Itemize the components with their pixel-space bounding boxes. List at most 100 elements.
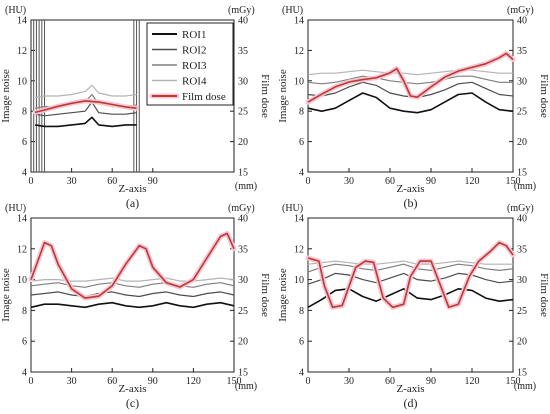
legend-label: Film dose [182, 91, 226, 103]
legend-box [146, 22, 234, 106]
x-tick-label: 90 [426, 176, 436, 187]
x-tick-label: 0 [306, 176, 311, 187]
series-line-film-dose [307, 52, 514, 103]
y-tick-label: 10 [17, 275, 27, 286]
y-tick-label: 10 [17, 76, 27, 87]
x-unit: (mm) [514, 181, 536, 192]
y-tick-label: 6 [22, 337, 27, 348]
y2-tick-label: 20 [238, 137, 248, 148]
legend-label: ROI1 [182, 29, 206, 41]
series-line-roi3 [307, 75, 513, 85]
series-line-roi3 [30, 282, 235, 288]
y2-tick-label: 30 [238, 76, 248, 87]
y-tick-label: 14 [17, 16, 27, 27]
y2-tick-label: 35 [517, 244, 527, 255]
y2-tick-label: 35 [517, 46, 527, 57]
x-tick-label: 30 [344, 376, 354, 387]
y-tick-label: 6 [22, 137, 27, 148]
x-axis-label: Z-axis [118, 183, 146, 195]
plot-frame [307, 217, 514, 373]
series-line-roi1 [34, 116, 137, 128]
y2-tick-label: 40 [238, 16, 248, 27]
y2-tick-label: 35 [238, 46, 248, 57]
series-line-roi4 [307, 260, 513, 265]
y2-axis-label: Film dose [259, 273, 271, 317]
y-tick-label: 10 [294, 76, 304, 87]
series-line-roi2 [34, 101, 137, 117]
y-axis-label: Image noise [0, 69, 12, 123]
series-line-film-dose [34, 100, 137, 114]
y-tick-label: 14 [294, 16, 304, 27]
y-unit: (HU) [282, 203, 303, 214]
y-unit: (HU) [5, 5, 26, 16]
panel-label: (b) [404, 196, 418, 210]
series-halo-film-dose [305, 240, 516, 310]
y2-tick-label: 15 [517, 168, 527, 179]
series-line-roi4 [35, 84, 137, 99]
panel-label: (c) [126, 396, 139, 410]
y2-axis-label: Film dose [538, 273, 550, 317]
legend-label: ROI4 [182, 76, 207, 88]
legend-label: ROI3 [182, 60, 207, 72]
y2-tick-label: 40 [517, 16, 527, 27]
y2-tick-label: 25 [238, 306, 248, 317]
series-halo-film-dose [28, 230, 237, 301]
y-unit: (HU) [5, 203, 26, 214]
y-axis-label: Image noise [277, 268, 289, 322]
y2-axis-label: Film dose [538, 74, 550, 118]
x-unit: (mm) [235, 181, 257, 192]
panel-a: 4 6 8 10 12 14 15 20 25 30 35 40 0 30 60 90 (HU) (mGy) (mm… [0, 5, 271, 210]
y2-tick-label: 25 [238, 107, 248, 118]
y-tick-label: 12 [17, 46, 27, 57]
y2-tick-label: 25 [517, 306, 527, 317]
y2-tick-label: 30 [238, 275, 248, 286]
x-tick-label: 120 [465, 176, 480, 187]
x-tick-label: 0 [29, 376, 34, 387]
legend: ROI1 ROI2 ROI3 ROI4 Film dose [146, 22, 234, 106]
x-tick-label: 60 [385, 176, 395, 187]
y-tick-label: 12 [294, 46, 304, 57]
y2-tick-label: 20 [517, 137, 527, 148]
x-tick-label: 150 [227, 376, 242, 387]
y-tick-label: 6 [299, 137, 304, 148]
x-unit: (mm) [514, 381, 536, 392]
y-tick-label: 6 [299, 337, 304, 348]
y-tick-label: 8 [22, 306, 27, 317]
x-tick-label: 150 [506, 176, 521, 187]
series-line-roi2 [30, 291, 235, 298]
plot-frame [30, 217, 235, 373]
series-line-roi4 [307, 69, 513, 76]
y2-tick-label: 30 [517, 275, 527, 286]
x-axis-label: Z-axis [396, 183, 424, 195]
panel-b: 4 6 8 10 12 14 15 20 25 30 35 40 0 30 60 90 120 150 (HU) (m… [277, 5, 550, 210]
x-tick-label: 30 [67, 176, 77, 187]
series-line-roi3 [307, 263, 514, 273]
y-tick-label: 8 [299, 306, 304, 317]
y2-axis-label: Film dose [259, 74, 271, 118]
y-tick-label: 14 [17, 214, 27, 225]
x-axis-label: Z-axis [396, 383, 424, 395]
x-unit: (mm) [235, 381, 257, 392]
y-tick-label: 4 [22, 368, 27, 379]
y2-tick-label: 40 [238, 214, 248, 225]
y2-tick-label: 15 [238, 168, 248, 179]
x-tick-label: 120 [186, 376, 201, 387]
y-axis-label: Image noise [277, 69, 289, 123]
legend-label: ROI2 [182, 45, 206, 57]
y2-tick-label: 20 [517, 337, 527, 348]
x-tick-label: 90 [148, 376, 158, 387]
y2-unit: (mGy) [228, 203, 255, 214]
x-tick-label: 120 [465, 376, 480, 387]
panel-label: (a) [126, 196, 139, 210]
y2-unit: (mGy) [507, 203, 534, 214]
y-axis-label: Image noise [0, 268, 12, 322]
y-tick-label: 4 [299, 368, 304, 379]
x-tick-label: 0 [29, 176, 34, 187]
series-line-roi1 [30, 301, 235, 309]
x-tick-label: 0 [306, 376, 311, 387]
panel-label: (d) [404, 396, 418, 410]
y-tick-label: 4 [299, 168, 304, 179]
y2-tick-label: 15 [238, 368, 248, 379]
y2-tick-label: 35 [238, 244, 248, 255]
panel-d: 4 6 8 10 12 14 15 20 25 30 35 40 0 30 60 90 120 150 (HU) (m… [277, 203, 550, 410]
